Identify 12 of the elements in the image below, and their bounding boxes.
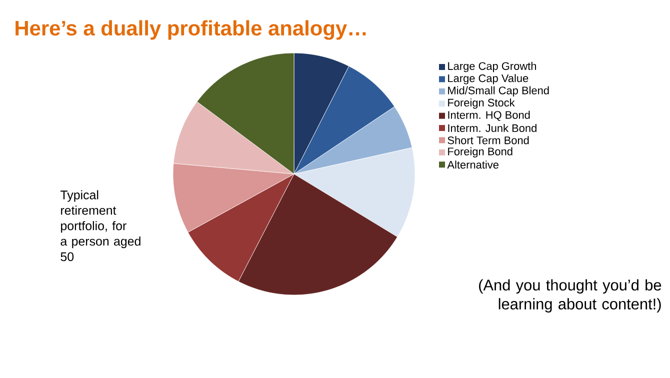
legend-label: Large Cap Value [448, 74, 528, 84]
legend-label: Mid/Small Cap Blend [448, 86, 549, 96]
legend-label: Alternative [447, 160, 498, 169]
legend-label: Large Cap Growth [448, 62, 536, 72]
text: (And you thought you’d be learning about content!) [479, 279, 662, 313]
legend-label: Foreign Bond [448, 147, 512, 158]
legend-label: Foreign Stock [448, 98, 515, 109]
legend-label: Short Term Bond [448, 136, 529, 144]
legend-label: Interm. HQ Bond [448, 110, 530, 121]
text: Typical retirement portfolio, for a person aged 50 [60, 190, 140, 262]
chart-title: Here’s a dually profitable analogy… [16, 20, 366, 40]
legend-label: Interm. Junk Bond [448, 124, 536, 132]
